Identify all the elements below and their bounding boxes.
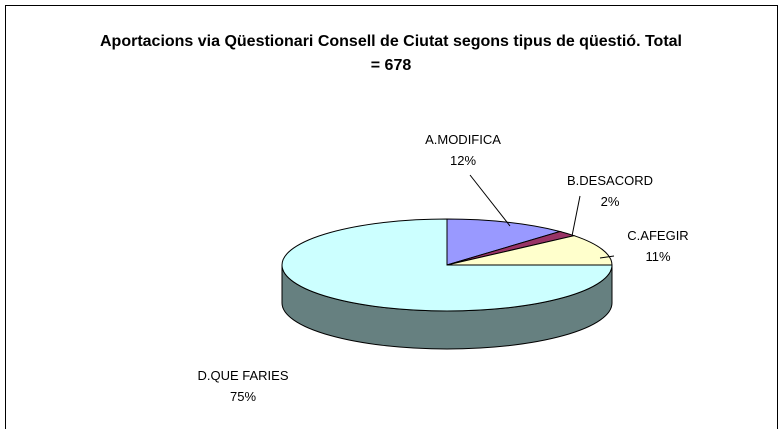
- value-label: 2%: [601, 194, 620, 209]
- value-label: 75%: [230, 389, 256, 404]
- slice-label: D.QUE FARIES: [197, 368, 288, 383]
- slice-label: B.DESACORD: [567, 173, 653, 188]
- chart-frame: [5, 5, 778, 429]
- slice-label: C.AFEGIR: [627, 228, 688, 243]
- chart-title: Aportacions via Qüestionari Consell de C…: [99, 33, 682, 74]
- value-label: 12%: [450, 153, 476, 168]
- leader-line: [571, 195, 581, 237]
- pie-slice: [446, 235, 613, 266]
- leader-line: [599, 255, 615, 259]
- slice-label: A.MODIFICA: [425, 132, 501, 147]
- pie-slice: [281, 218, 613, 312]
- value-label: 11%: [645, 249, 670, 264]
- pie-slice: [446, 218, 562, 266]
- leader-line: [469, 174, 511, 227]
